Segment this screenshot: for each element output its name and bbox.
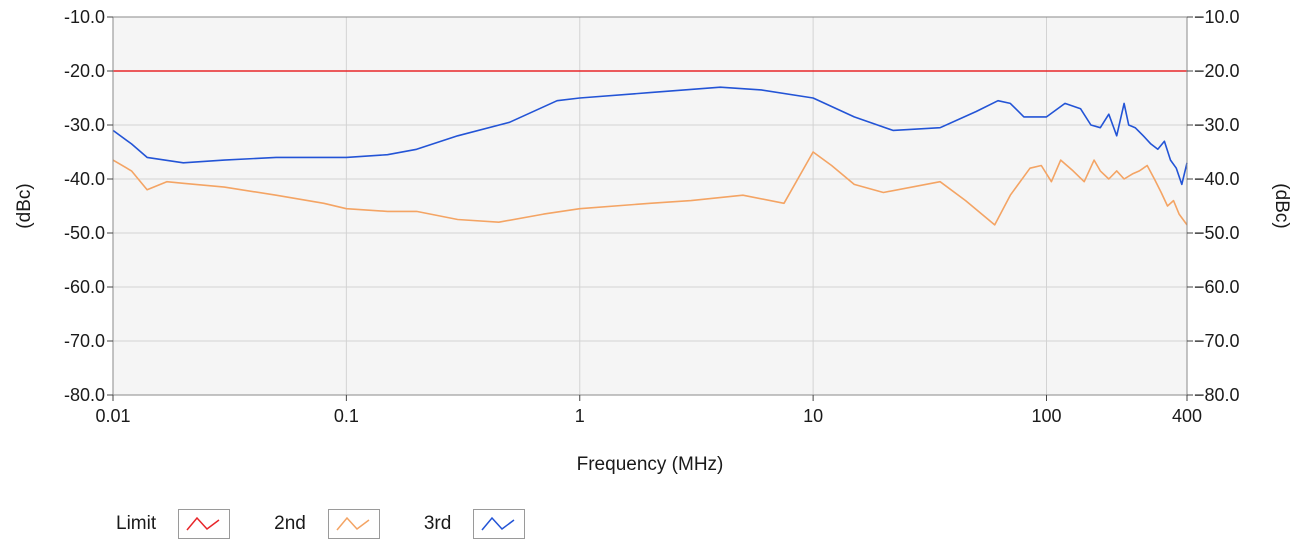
x-tick-label: 100: [1031, 406, 1061, 426]
y-axis-title-left: (dBc): [14, 183, 35, 228]
y-axis-right: −10.0 −20.0 −30.0 −40.0 −50.0 −60.0 −70.0 −80.0: [1187, 7, 1240, 405]
y-tick-label-left: -50.0: [64, 223, 105, 243]
legend-line-icon: [336, 516, 370, 531]
y-tick-label-left: -80.0: [64, 385, 105, 405]
x-tick-label: 1: [575, 406, 585, 426]
y-tick-label-left: -70.0: [64, 331, 105, 351]
legend-line-icon: [186, 516, 220, 531]
y-tick-label-left: -10.0: [64, 7, 105, 27]
y-axis-title-right: (dBc): [1271, 183, 1292, 228]
y-tick-label-right: −10.0: [1194, 7, 1240, 27]
plot-background: [113, 17, 1187, 395]
y-tick-label-right: −80.0: [1194, 385, 1240, 405]
legend: Limit 2nd 3rd: [116, 506, 569, 542]
x-tick-label: 0.01: [95, 406, 130, 426]
legend-swatch-limit[interactable]: [178, 509, 231, 539]
y-tick-label-right: −30.0: [1194, 115, 1240, 135]
series-line-3rd: [112, 86, 1188, 186]
y-tick-label-left: -30.0: [64, 115, 105, 135]
y-tick-label-right: −20.0: [1194, 61, 1240, 81]
y-tick-label-left: -40.0: [64, 169, 105, 189]
y-tick-label-right: −50.0: [1194, 223, 1240, 243]
legend-line-icon: [481, 516, 515, 531]
y-tick-label-left: -20.0: [64, 61, 105, 81]
legend-label-2nd: 2nd: [274, 513, 306, 534]
series-group: [112, 70, 1188, 226]
y-tick-label-left: -60.0: [64, 277, 105, 297]
series-line-2nd: [112, 151, 1188, 226]
y-tick-label-right: −40.0: [1194, 169, 1240, 189]
x-tick-label: 10: [803, 406, 823, 426]
y-tick-label-right: −60.0: [1194, 277, 1240, 297]
legend-label-limit: Limit: [116, 513, 157, 534]
plot-frame: [112, 16, 1188, 396]
x-tick-label: 0.1: [334, 406, 359, 426]
x-axis-title: Frequency (MHz): [577, 454, 724, 475]
legend-swatch-2nd[interactable]: [327, 509, 380, 539]
chart: -10.0 -20.0 -30.0 -40.0 -50.0 -60.0 -70.0 -80.0…: [14, 7, 1292, 475]
y-tick-label-right: −70.0: [1194, 331, 1240, 351]
x-tick-label: 400: [1172, 406, 1202, 426]
legend-label-3rd: 3rd: [423, 513, 452, 534]
x-axis: 0.01 0.1 1 10 100 400: [95, 395, 1202, 426]
y-axis-left: -10.0 -20.0 -30.0 -40.0 -50.0 -60.0 -70.0 -80.0: [64, 7, 113, 405]
legend-swatch-3rd[interactable]: [473, 509, 526, 539]
